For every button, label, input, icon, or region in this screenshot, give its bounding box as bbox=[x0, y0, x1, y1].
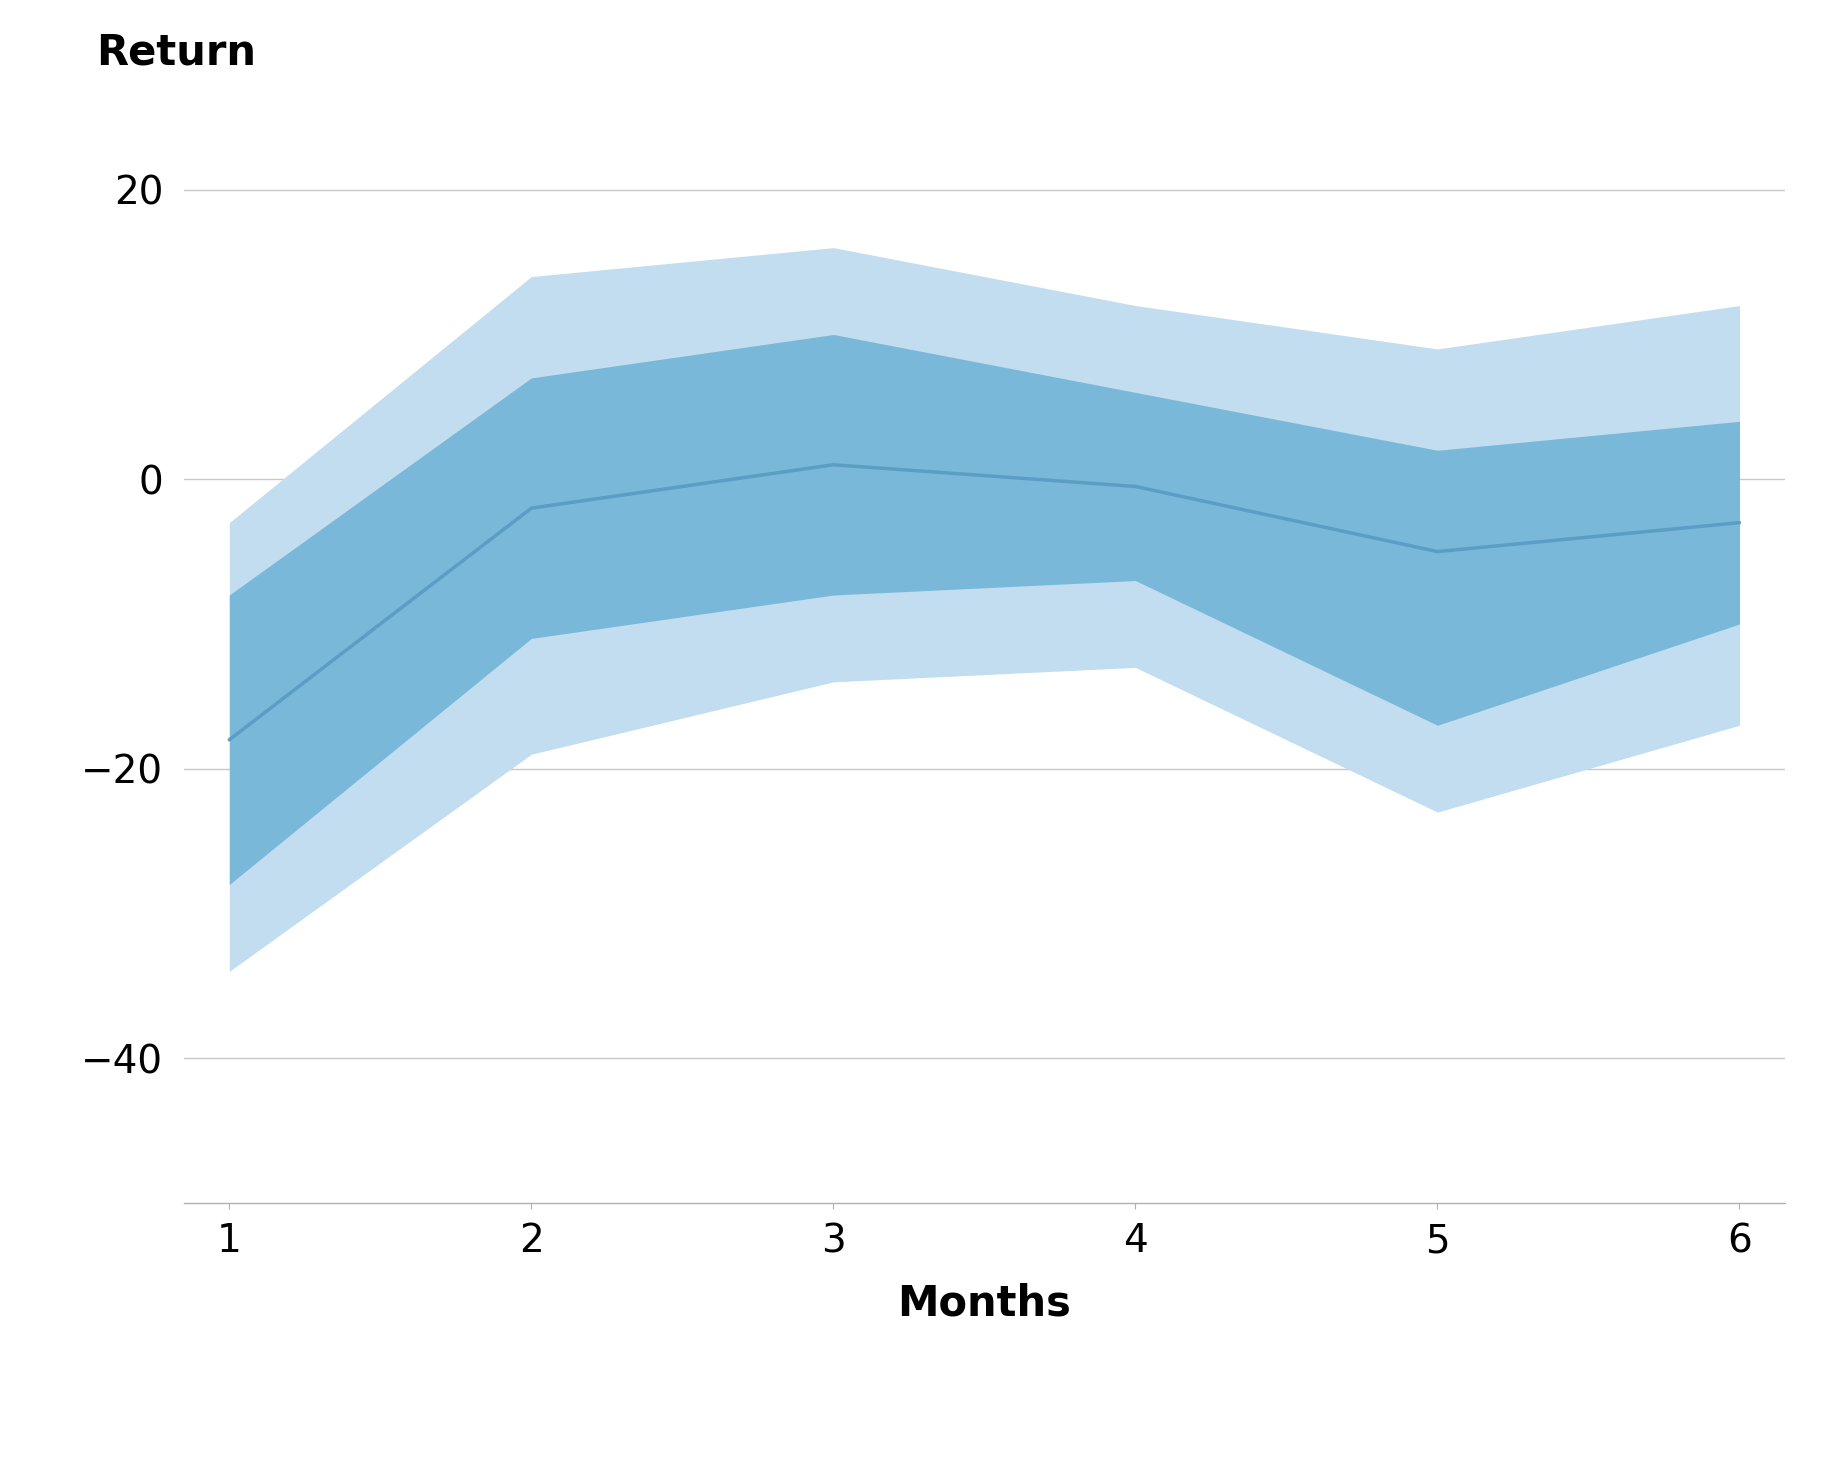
Text: Return: Return bbox=[96, 32, 256, 73]
X-axis label: Months: Months bbox=[897, 1282, 1070, 1325]
